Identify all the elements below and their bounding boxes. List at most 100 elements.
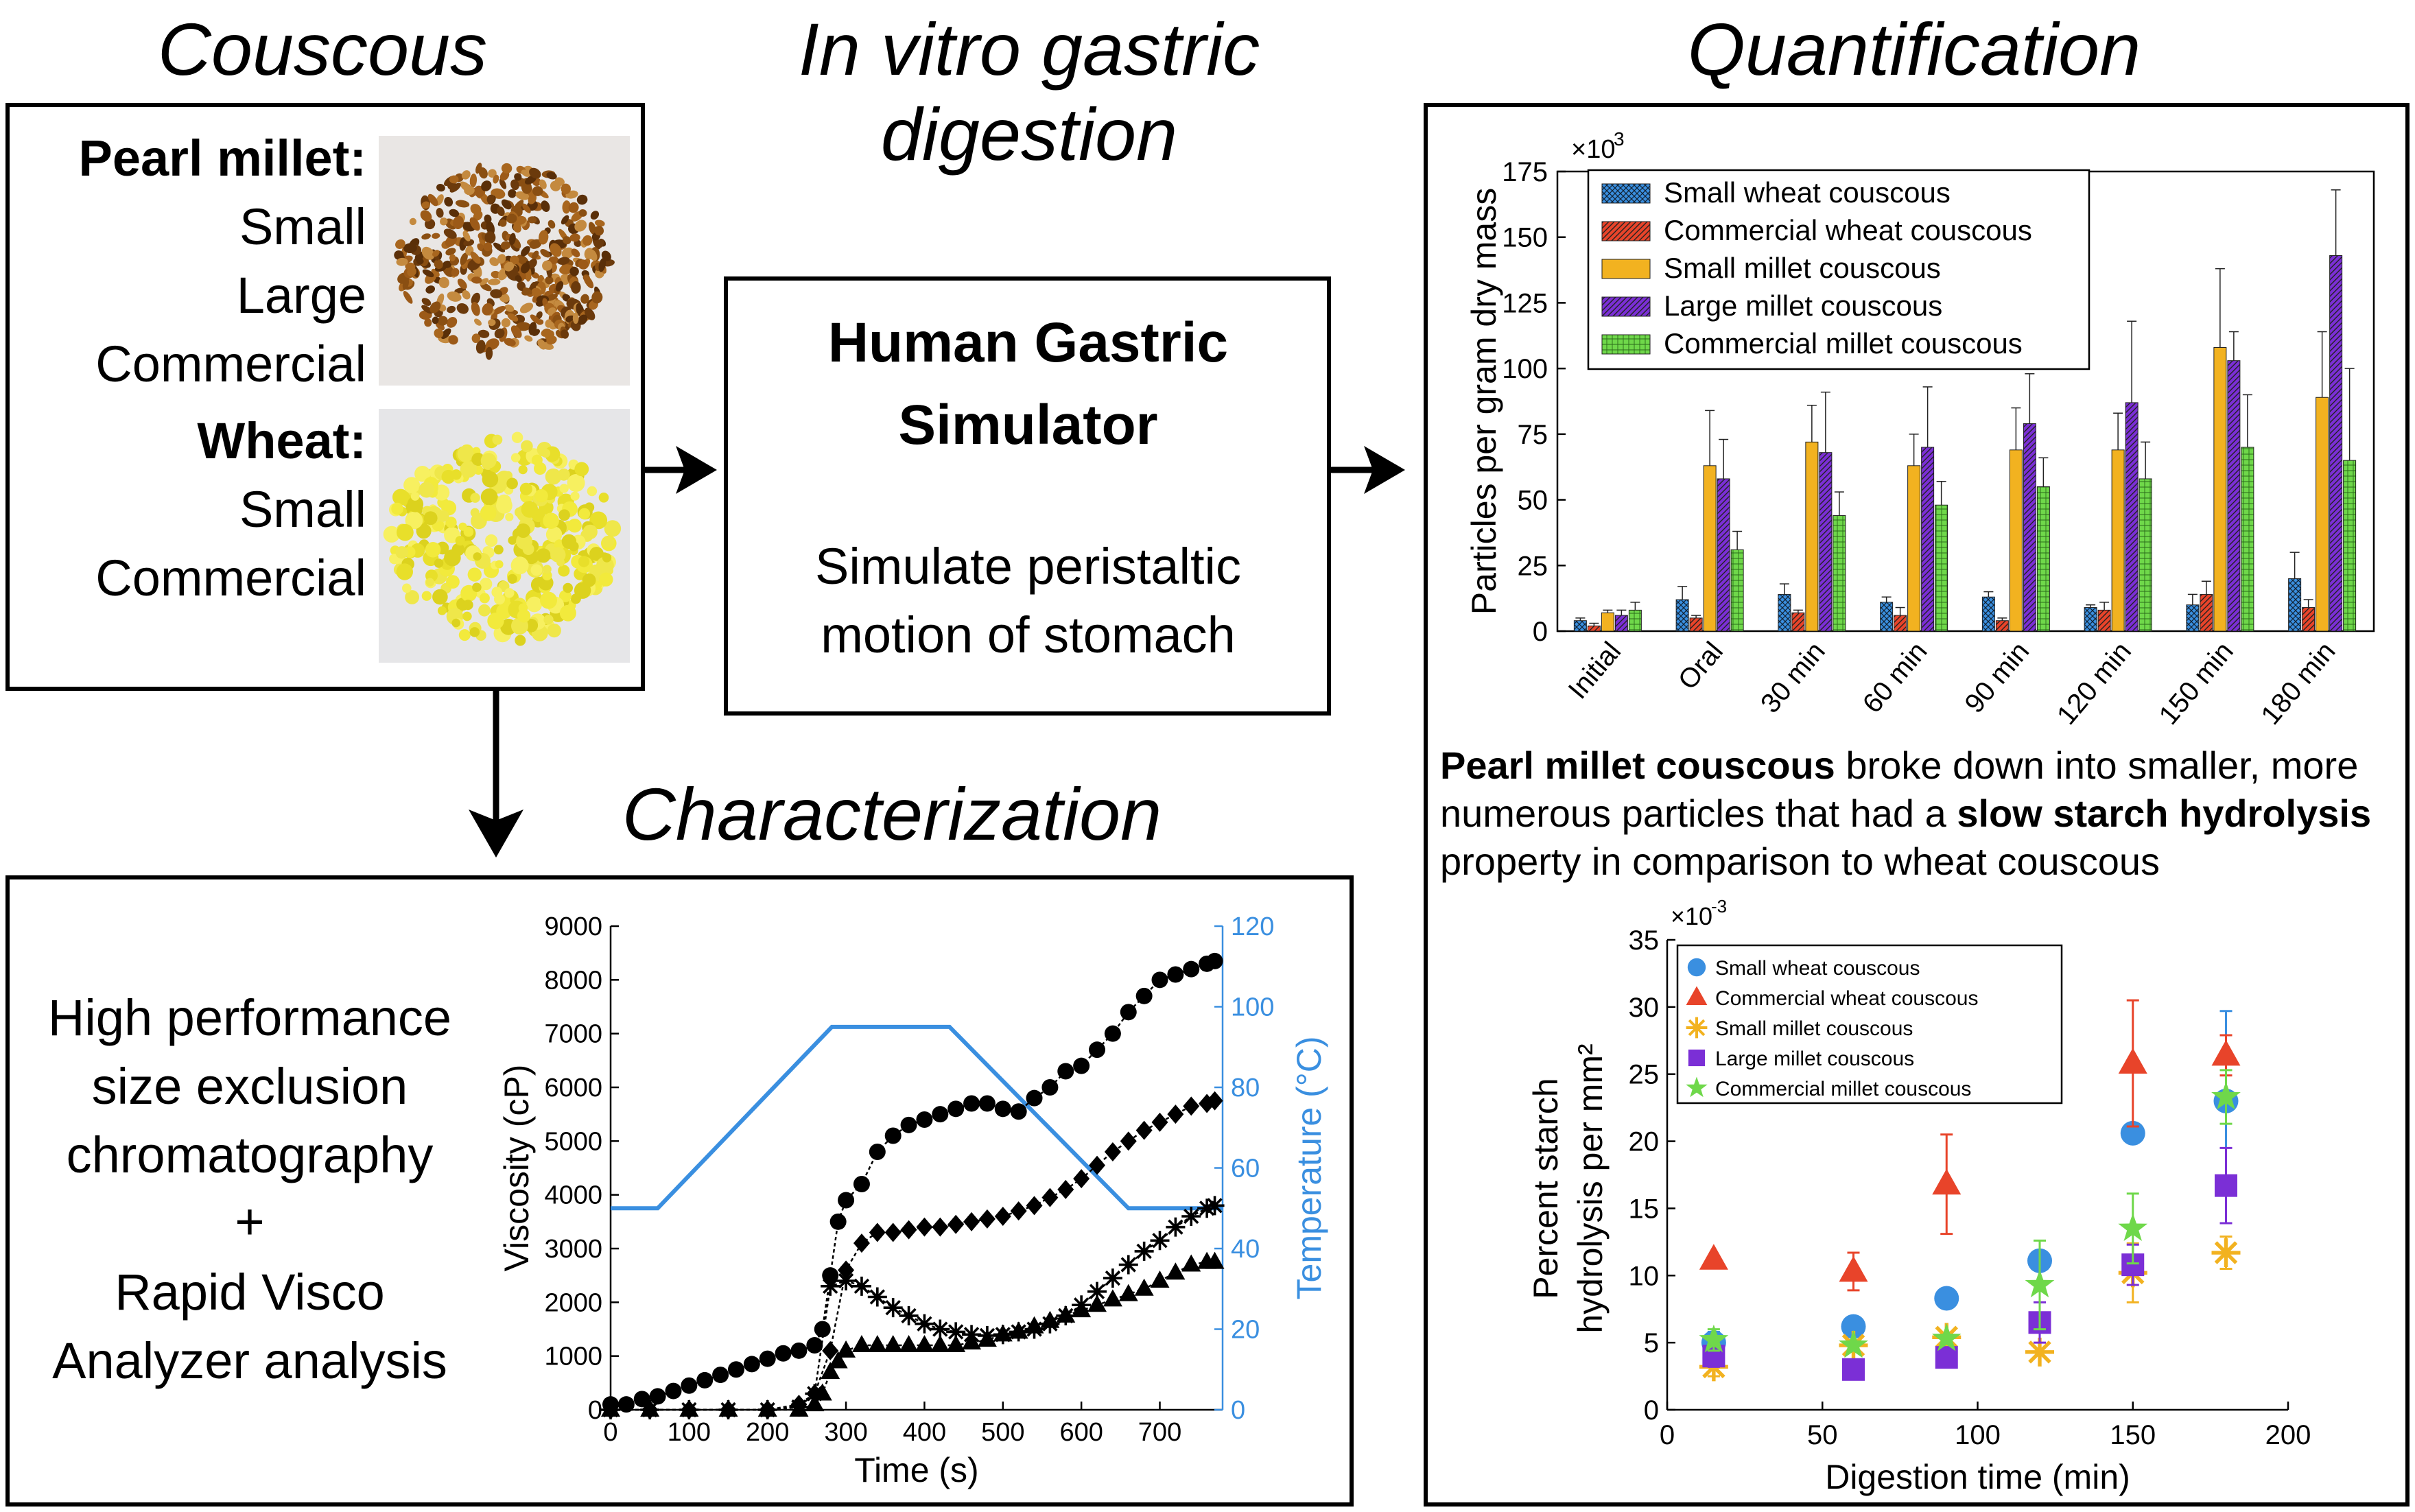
millet-grain: [421, 305, 434, 314]
rva-point: [775, 1345, 792, 1362]
millet-grain: [434, 259, 443, 270]
particles-bar-chart: 0 25 50 75 100 125 150 175 ×103 Particles per gra…: [1465, 128, 2375, 731]
rva-point: [884, 1127, 902, 1144]
millet-grain: [536, 311, 543, 320]
char-line-5: Rapid Visco: [115, 1264, 385, 1321]
bar-small-wheat-couscous: [2288, 578, 2302, 632]
wheat-grain: [506, 477, 518, 490]
wheat-grain: [530, 564, 543, 576]
millet-grain: [420, 210, 432, 222]
rva-point: [947, 1100, 965, 1118]
rva-y-tick-label-right: 80: [1231, 1074, 1260, 1102]
rva-point: [1150, 1231, 1170, 1251]
millet-grain: [427, 193, 438, 206]
millet-grain: [509, 233, 516, 246]
bar-large-millet-couscous: [1819, 452, 1833, 632]
summary-line-3: property in comparison to wheat couscous: [1440, 840, 2160, 883]
summary-text-2: numerous particles that had a: [1440, 792, 1957, 835]
bar-commercial-millet-couscous: [1833, 515, 1846, 632]
bar-small-millet-couscous: [1601, 612, 1614, 632]
millet-grain: [509, 255, 519, 265]
millet-grain: [436, 208, 444, 218]
wheat-grain: [598, 493, 609, 503]
millet-grain: [479, 278, 489, 285]
wheat-grain: [521, 501, 539, 518]
wheat-grain: [587, 486, 598, 497]
wheat-grain: [444, 549, 461, 567]
millet-grain: [449, 254, 456, 261]
scatter-legend-label: Small millet couscous: [1715, 1017, 1913, 1040]
rva-point: [805, 1394, 825, 1412]
millet-grain: [507, 313, 519, 322]
millet-grain: [529, 239, 542, 249]
millet-grain: [499, 219, 507, 227]
rva-point: [915, 1335, 934, 1352]
millet-grain: [521, 169, 529, 176]
millet-grain: [432, 316, 439, 324]
wheat-commercial: Commercial: [95, 550, 366, 606]
title-couscous: Couscous: [157, 8, 488, 91]
wheat-grain: [521, 440, 533, 453]
wheat-grain: [515, 635, 526, 646]
bar-large-millet-couscous: [2125, 402, 2139, 632]
wheat-grain: [505, 512, 514, 521]
millet-grain: [562, 236, 572, 245]
millet-grain: [501, 199, 512, 210]
millet-grain: [462, 290, 471, 300]
bar-commercial-wheat-couscous: [1689, 617, 1703, 632]
bar-legend-label: Small millet couscous: [1664, 252, 1941, 284]
wheat-grain: [558, 565, 570, 577]
rva-point: [1181, 1254, 1201, 1272]
scatter-point: [2025, 1337, 2054, 1367]
rva-x-tick-label: 500: [981, 1418, 1024, 1447]
summary-line-1: Pearl millet couscous broke down into sm…: [1440, 746, 2358, 785]
millet-grain: [483, 242, 493, 252]
millet-grain: [471, 302, 480, 316]
wheat-grain: [419, 482, 435, 498]
wheat-grain: [578, 556, 590, 567]
rva-point: [899, 1335, 919, 1352]
rva-x-axis-label: Time (s): [854, 1451, 978, 1489]
millet-grain: [469, 174, 478, 188]
millet-grain: [478, 167, 488, 179]
bar-small-wheat-couscous: [1675, 599, 1689, 632]
millet-grain: [469, 217, 480, 231]
wheat-grain: [463, 526, 474, 537]
millet-grain: [449, 175, 459, 184]
millet-grain: [429, 301, 441, 314]
millet-grain: [521, 246, 530, 257]
wheat-grain: [434, 558, 444, 568]
wheat-grain: [567, 474, 585, 492]
wheat-grain: [482, 471, 499, 488]
rva-point: [838, 1192, 855, 1209]
bar-legend-label: Commercial wheat couscous: [1664, 214, 2032, 246]
wheat-grain: [602, 536, 615, 548]
arrow-couscous-to-characterization: [469, 691, 523, 858]
rva-point: [1118, 1255, 1138, 1275]
rva-point: [821, 1362, 840, 1380]
millet-grain: [530, 314, 541, 324]
millet-grain: [514, 215, 527, 225]
scatter-x-tick-label: 50: [1807, 1420, 1838, 1450]
millet-grain: [532, 250, 539, 259]
bar-x-tick-label: 90 min: [1959, 637, 2035, 719]
rva-point: [993, 1324, 1013, 1342]
wheat-grain: [531, 454, 543, 466]
wheat-grain: [451, 618, 460, 628]
wheat-grain: [561, 534, 577, 550]
bar-y-tick-label: 0: [1533, 617, 1548, 647]
bar-small-millet-couscous: [1907, 465, 1921, 632]
scatter-y-axis-label-1: Percent starch: [1527, 1078, 1565, 1299]
arrow-couscous-to-hgs: [645, 446, 717, 494]
millet-grain: [506, 213, 517, 224]
wheat-grain: [458, 629, 471, 641]
bar-commercial-millet-couscous: [2139, 478, 2152, 632]
wheat-grain: [558, 509, 570, 521]
wheat-grain: [563, 582, 573, 593]
rva-y-axis-label: Viscosity (cP): [497, 1065, 536, 1272]
wheat-grain: [405, 590, 419, 604]
rva-point: [1026, 1089, 1043, 1107]
rva-point: [829, 1213, 847, 1230]
millet-grain: [569, 233, 580, 242]
bar-legend-label: Small wheat couscous: [1664, 176, 1951, 209]
